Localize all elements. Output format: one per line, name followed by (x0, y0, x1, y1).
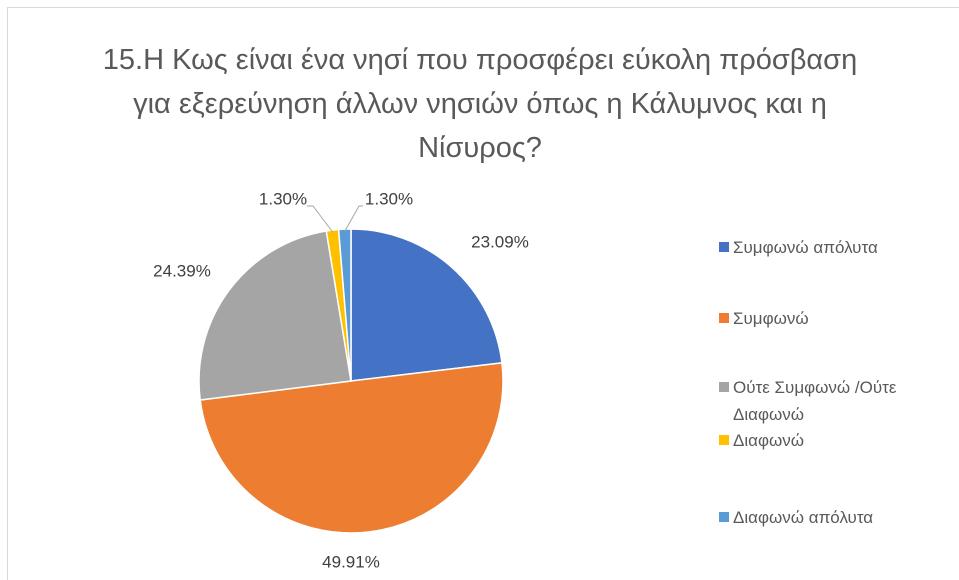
legend-entry: Διαφωνώ απόλυτα (719, 504, 913, 531)
legend-swatch (719, 313, 729, 323)
data-label: 1.30% (365, 189, 413, 208)
legend-label: Διαφωνώ (733, 431, 805, 450)
legend-entry: Διαφωνώ (719, 427, 913, 454)
data-label: 1.30% (259, 189, 307, 208)
legend-swatch (719, 512, 729, 522)
legend-swatch (719, 435, 729, 445)
legend-swatch (719, 382, 729, 392)
pie-slice (350, 228, 503, 382)
legend-label: Συμφωνώ απόλυτα (733, 238, 878, 257)
legend-label: Διαφωνώ απόλυτα (733, 508, 874, 527)
pie-slice (337, 228, 352, 382)
legend-label: Συμφωνώ (733, 309, 809, 328)
chart-title: 15.Η Κως είναι ένα νησί που προσφέρει εύ… (102, 44, 858, 164)
leader-line (307, 205, 334, 233)
data-label: 49.91% (322, 552, 380, 571)
legend-label: Ούτε Συμφωνώ /Ούτε Διαφωνώ (733, 378, 897, 424)
legend-swatch (719, 242, 729, 252)
leader-line (344, 205, 363, 232)
pie-slice (198, 230, 352, 401)
pie-slice (199, 361, 504, 534)
legend-entry: Συμφωνώ (719, 305, 913, 332)
chart-border (7, 7, 959, 580)
legend-entry: Ούτε Συμφωνώ /Ούτε Διαφωνώ (719, 374, 913, 428)
data-label: 24.39% (153, 261, 211, 280)
legend-entry: Συμφωνώ απόλυτα (719, 234, 913, 261)
data-label: 23.09% (471, 232, 529, 251)
